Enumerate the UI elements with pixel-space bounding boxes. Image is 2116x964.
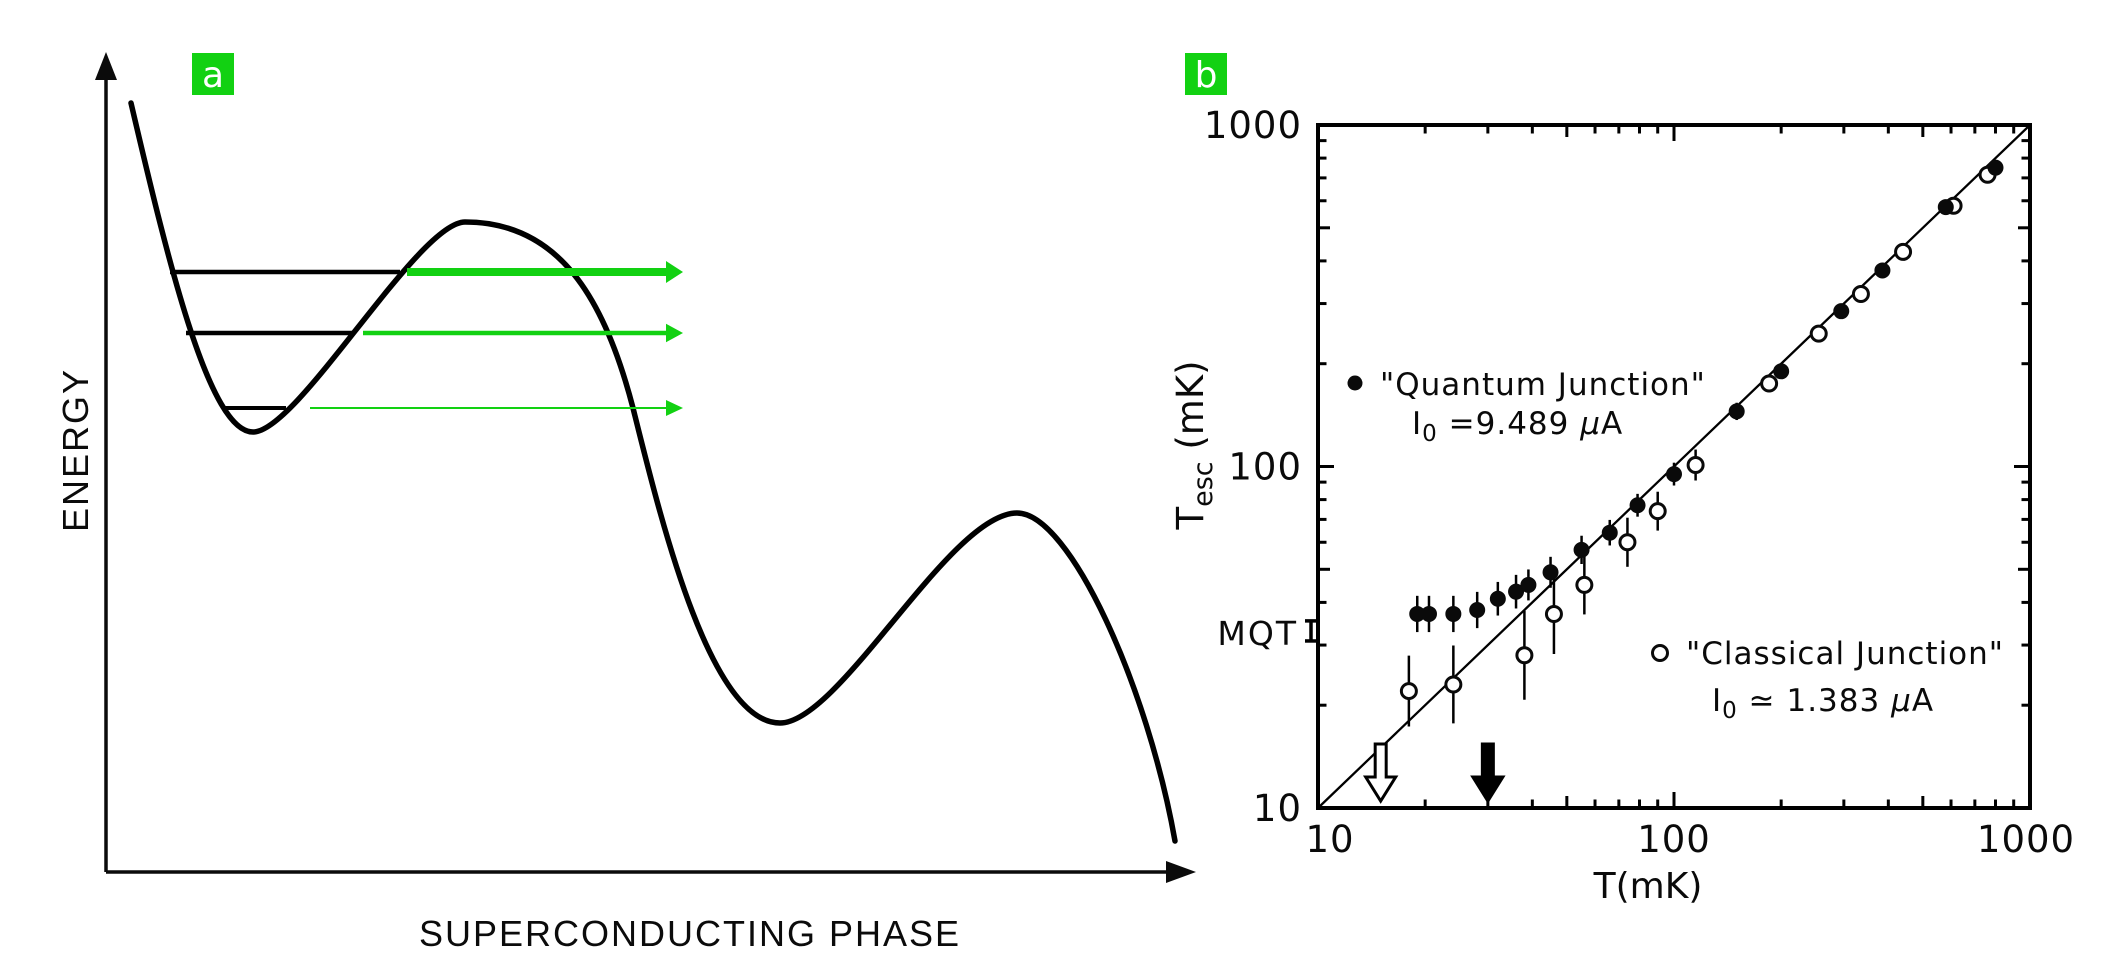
legend-classical-mu: μ [1890,683,1912,719]
legend-classical-unit: A [1912,683,1934,719]
potential-curve [128,100,1178,844]
level-0-escape-arrowhead-icon [666,400,683,416]
energy-axis-arrowhead-icon [95,52,117,80]
y-tick-label: 1000 [1204,104,1302,147]
data-point-classical [1544,604,1563,623]
data-point-quantum [1987,159,2004,176]
panel-a-badge [192,53,234,95]
data-point-classical [1618,533,1637,552]
data-point-quantum [1773,363,1790,380]
legend-quantum-mu: μ [1579,406,1601,442]
energy-axis-label: ENERGY [55,368,96,532]
data-point-classical [1444,675,1463,694]
y-axis-title-unit: (mK) [1169,360,1212,461]
y-tick-label: 10 [1253,787,1302,830]
data-point-quantum [1601,524,1618,541]
data-point-quantum [1629,497,1646,514]
x-tick-label: 10 [1305,818,1354,861]
legend-quantum: "Quantum Junction" I0 =9.489 μA [1347,367,1706,447]
legend-classical: "Classical Junction" I0 ≃ 1.383 μA [1651,636,2004,724]
data-point-quantum [1874,262,1891,279]
data-point-classical [1399,682,1418,701]
data-point-classical [1809,324,1828,343]
data-point-quantum [1469,602,1486,619]
legend-quantum-unit: A [1601,406,1623,442]
crossover-arrow-open-icon [1362,742,1399,804]
y-axis-title-T: T [1169,507,1212,531]
legend-classical-line2: I0 ≃ 1.383 μA [1712,683,1934,724]
legend-quantum-line2: I0 =9.489 μA [1412,406,1623,447]
legend-classical-I-subscript: 0 [1722,698,1738,724]
level-1-escape-arrowhead-icon [666,323,683,343]
panel-b-badge-letter: b [1195,55,1218,96]
panel-a: ENERGY SUPERCONDUCTING PHASE a [55,52,1196,954]
data-point-classical [1648,502,1667,521]
legend-classical-I: I [1712,683,1722,719]
panel-a-badge-letter: a [202,55,224,96]
legend-quantum-value: =9.489 [1438,406,1580,442]
data-point-quantum [1833,303,1850,320]
legend-quantum-I-subscript: 0 [1422,421,1438,447]
x-tick-label: 100 [1637,818,1711,861]
level-2-escape-arrowhead-icon [666,261,683,283]
data-point-classical [1686,456,1705,475]
legend-quantum-marker-icon [1347,375,1363,391]
y-axis-title: Tesc (mK) [1169,360,1219,530]
panel-b-badge [1185,53,1227,95]
data-point-quantum [1445,605,1462,622]
phase-axis-label: SUPERCONDUCTING PHASE [419,913,961,954]
data-point-quantum [1520,576,1537,593]
data-point-classical [1575,575,1594,594]
data-point-quantum [1489,590,1506,607]
data-point-classical [1851,284,1870,303]
data-point-quantum [1542,564,1559,581]
data-point-quantum [1508,583,1525,600]
data-point-quantum [1728,403,1745,420]
legend-classical-line1: "Classical Junction" [1686,636,2004,672]
legend-quantum-I: I [1412,406,1422,442]
data-point-quantum [1573,541,1590,558]
legend-quantum-line1: "Quantum Junction" [1380,367,1706,403]
y-tick-label: 100 [1228,446,1302,489]
data-point-quantum [1666,466,1682,483]
energy-levels-group [170,261,683,416]
phase-axis-arrowhead-icon [1166,861,1196,883]
data-point-classical [1760,374,1779,393]
data-point-quantum [1420,605,1437,622]
legend-classical-value: ≃ 1.383 [1738,683,1891,719]
data-point-quantum [1937,199,1954,216]
y-axis-title-subscript: esc [1188,461,1219,507]
chart-plot-area: 10 100 1000 1000 100 10 [1204,104,2075,861]
x-axis-title: T(mK) [1593,866,1703,907]
data-point-classical [1894,242,1913,261]
legend-classical-marker-icon [1651,644,1669,662]
mqt-label: MQT [1217,614,1298,653]
data-point-classical [1515,646,1534,665]
x-tick-label: 1000 [1977,818,2075,861]
crossover-arrow-filled-icon [1470,742,1506,804]
